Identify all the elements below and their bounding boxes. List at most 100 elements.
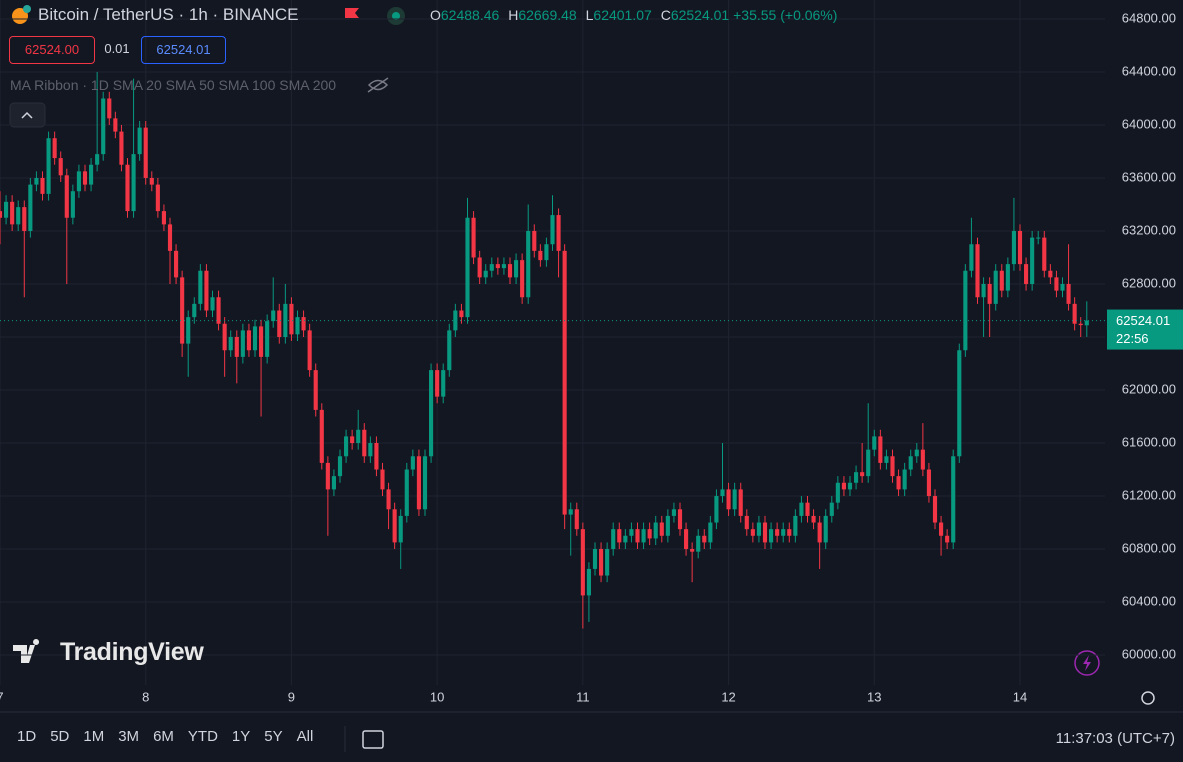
candle-body: [89, 164, 94, 185]
range-button[interactable]: 6M: [153, 728, 174, 745]
candle-body: [495, 264, 500, 269]
candle-body: [756, 522, 761, 536]
candle-body: [216, 297, 221, 324]
candle-body: [95, 154, 100, 165]
candle-body: [993, 270, 998, 304]
candle-body: [684, 529, 689, 550]
countdown-label: 22:56: [1116, 331, 1149, 346]
range-button[interactable]: 5D: [50, 728, 70, 745]
candle-body: [665, 515, 670, 536]
candle-body: [1030, 237, 1035, 284]
candle-body: [550, 215, 555, 245]
candle-body: [696, 535, 701, 552]
range-button[interactable]: YTD: [187, 728, 218, 745]
candle-body: [471, 217, 476, 258]
symbol-title: Bitcoin / TetherUS · 1h · BINANCE: [38, 5, 299, 24]
candle-body: [1005, 264, 1010, 291]
candle-body: [908, 456, 913, 470]
candle-body: [22, 207, 27, 231]
x-tick-label: 10: [430, 689, 444, 704]
candle-body: [647, 529, 652, 539]
date-range-icon[interactable]: [362, 730, 384, 749]
candle-body: [878, 436, 883, 463]
collapse-icon: [21, 111, 33, 119]
range-button[interactable]: 1D: [17, 728, 37, 745]
flag-icon[interactable]: [345, 8, 359, 18]
candle-body: [1048, 270, 1053, 278]
buy-button[interactable]: 62524.01: [141, 36, 226, 64]
range-button[interactable]: All: [296, 728, 314, 745]
range-button[interactable]: 1M: [83, 728, 105, 745]
candle-body: [398, 515, 403, 543]
candle-body: [890, 456, 895, 477]
last-price-label: 62524.01: [1116, 313, 1170, 328]
candle-body: [386, 489, 391, 510]
candle-body: [313, 370, 318, 410]
ohlc-value: 62669.48: [518, 7, 577, 23]
candle-body: [10, 201, 15, 225]
candle-body: [762, 522, 768, 543]
candle-body: [932, 496, 938, 523]
range-button[interactable]: 3M: [118, 728, 140, 745]
candle-body: [374, 443, 379, 470]
clock: 11:37:03 (UTC+7): [1055, 730, 1175, 747]
candle-body: [64, 175, 69, 218]
candle-body: [447, 330, 452, 371]
candle-body: [477, 257, 482, 278]
y-tick-label: 63200.00: [1122, 222, 1176, 237]
candle-body: [307, 330, 312, 371]
candle-body: [1054, 277, 1059, 291]
candle-body: [204, 270, 209, 311]
candle-body: [271, 310, 276, 322]
sell-button[interactable]: 62524.00: [9, 36, 95, 64]
candle-body: [301, 317, 306, 331]
candle-body: [556, 215, 561, 251]
hide-icon[interactable]: [367, 77, 389, 93]
y-tick-label: 60800.00: [1122, 540, 1176, 555]
candle-body: [70, 191, 75, 218]
collapse-button[interactable]: [9, 102, 46, 128]
candle-body: [580, 529, 585, 596]
ohlc-legend: O62488.46 H62669.48 L62401.07 C62524.01 …: [425, 7, 837, 23]
bitcoin-icon: [12, 8, 28, 24]
x-tick-label: 8: [142, 689, 149, 704]
range-button[interactable]: 1Y: [231, 728, 251, 745]
candle-body: [259, 326, 264, 357]
candle-body: [277, 310, 282, 338]
candle-body: [143, 127, 148, 178]
candle-body: [939, 522, 944, 536]
exchange-icon: [23, 5, 31, 13]
ohlc-label: L: [585, 7, 594, 23]
y-tick-label: 64400.00: [1122, 63, 1176, 78]
candle-body: [1036, 237, 1041, 239]
candle-body: [210, 297, 215, 311]
x-tick-label: 14: [1013, 689, 1027, 704]
candle-body: [987, 283, 992, 304]
candle-body: [410, 456, 415, 470]
ohlc-value: 62524.01: [670, 7, 730, 23]
candle-body: [40, 177, 45, 194]
candle-body: [738, 489, 743, 516]
candle-body: [125, 164, 130, 212]
candle-body: [623, 535, 628, 543]
candle-body: [677, 509, 683, 530]
candle-body: [34, 177, 39, 185]
candle-body: [325, 462, 330, 490]
range-button[interactable]: 5Y: [264, 728, 283, 745]
candle-body: [356, 429, 361, 444]
candle-body: [714, 496, 719, 523]
candle-body: [799, 502, 804, 516]
candle-body: [252, 326, 258, 351]
candle-body: [653, 522, 658, 539]
lightning-button[interactable]: [1074, 650, 1100, 676]
candle-body: [16, 207, 21, 225]
candle-body: [380, 469, 385, 490]
settings-icon[interactable]: [1141, 691, 1155, 705]
candle-body: [659, 522, 664, 536]
ohlc-label: C: [660, 7, 671, 23]
candle-body: [186, 317, 191, 344]
candle-body: [720, 489, 725, 497]
candle-body: [228, 337, 233, 351]
candle-body: [82, 171, 88, 185]
candle-body: [149, 177, 154, 185]
